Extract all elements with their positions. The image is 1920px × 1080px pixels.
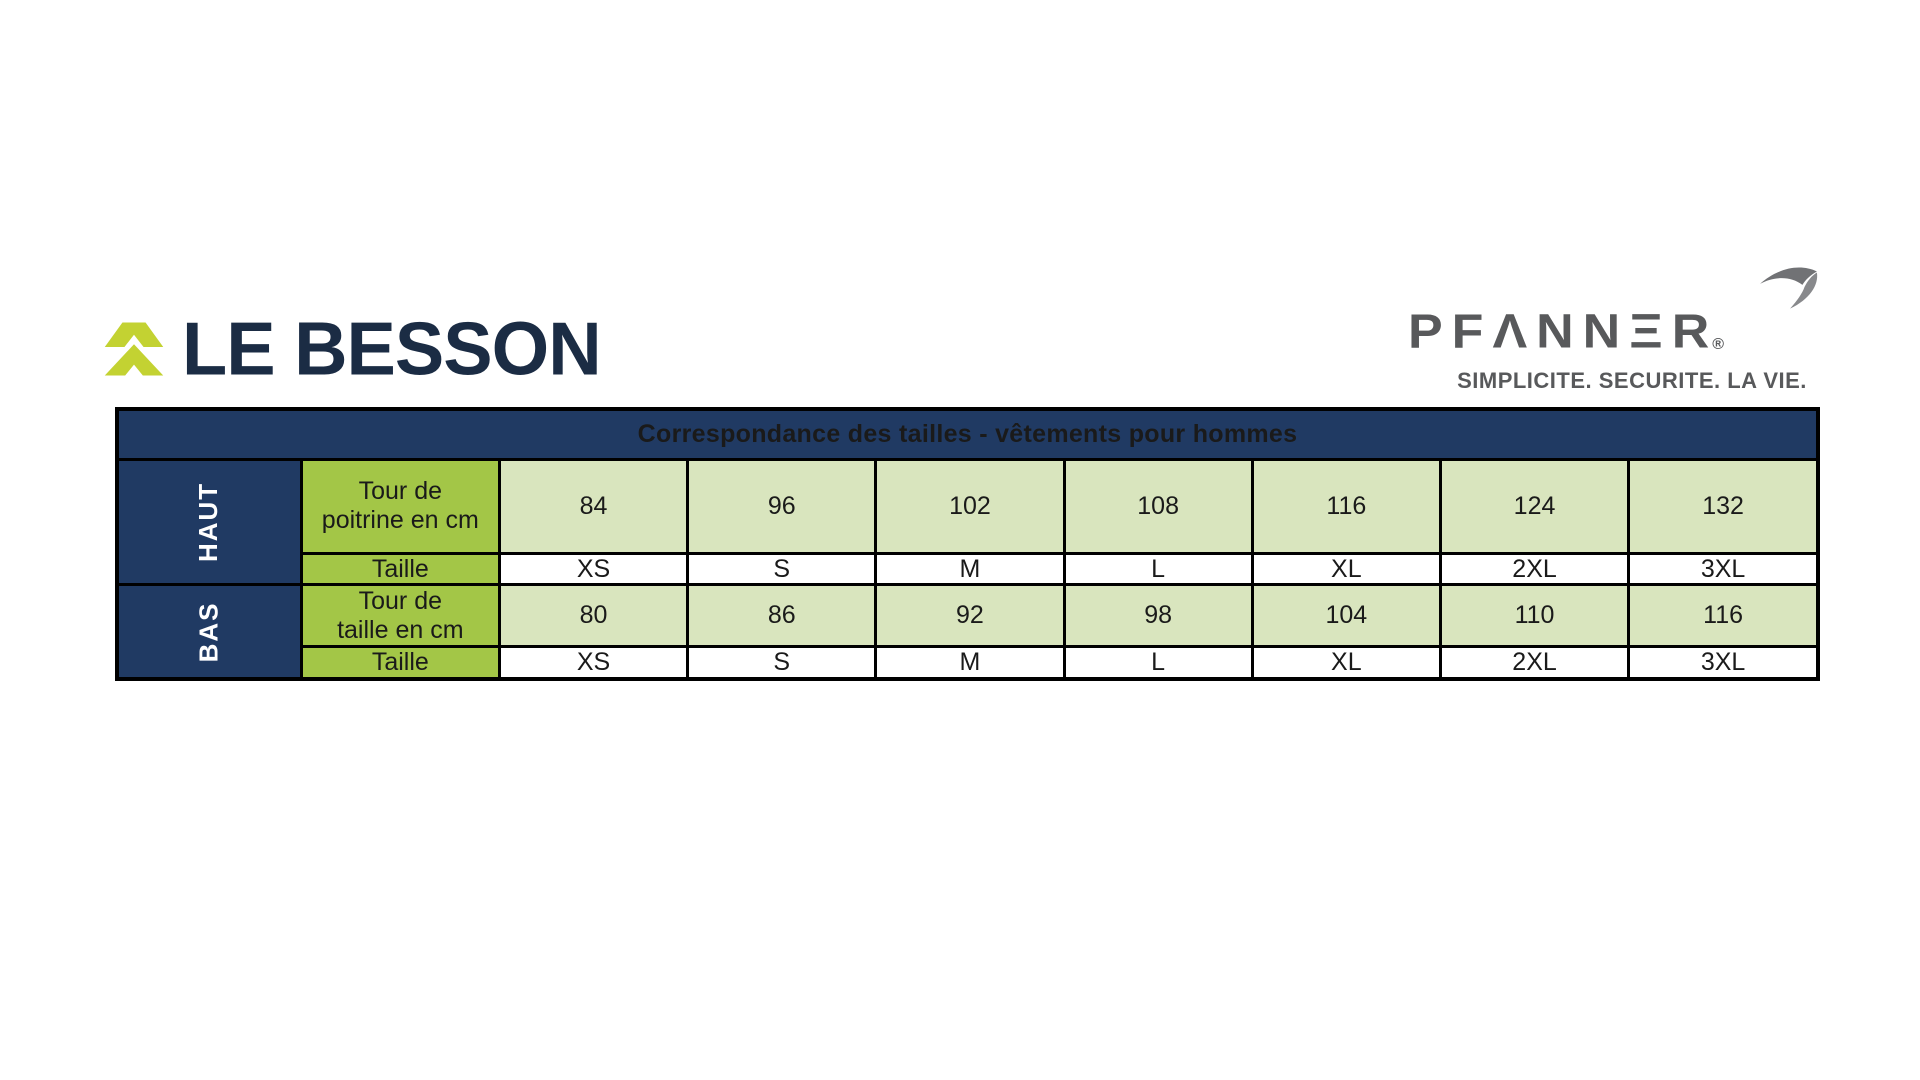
- size-value-cell: M: [874, 645, 1066, 681]
- measure-value-cell: 116: [1250, 457, 1442, 555]
- pfanner-registered-mark: ®: [1712, 335, 1725, 353]
- measure-value-cell: 132: [1627, 457, 1820, 555]
- size-table: Correspondance des tailles - vêtements p…: [115, 407, 1820, 681]
- measure-value-cell: 116: [1627, 583, 1820, 649]
- measure-value-cell: 92: [874, 583, 1066, 649]
- size-value-cell: M: [874, 551, 1066, 587]
- size-value-cell: 2XL: [1438, 645, 1631, 681]
- measure-label-bas: Tour de taille en cm: [299, 583, 501, 649]
- measure-value-cell: 80: [497, 583, 690, 649]
- measure-value-cell: 110: [1438, 583, 1631, 649]
- measure-value-cell: 86: [686, 583, 878, 649]
- size-value-cell: L: [1062, 551, 1254, 587]
- size-value-cell: 3XL: [1627, 551, 1820, 587]
- size-value-cell: L: [1062, 645, 1254, 681]
- measure-label-haut: Tour de poitrine en cm: [299, 457, 501, 555]
- size-value-cell: XL: [1250, 645, 1442, 681]
- pfanner-wordmark: PFΛNNΞR: [1408, 305, 1719, 359]
- size-value-cell: 2XL: [1438, 551, 1631, 587]
- pfanner-swoosh-icon: [1760, 267, 1818, 309]
- pfanner-logo: PFΛNNΞR ® SIMPLICITE. SECURITE. LA VIE.: [1408, 267, 1828, 394]
- size-value-cell: 3XL: [1627, 645, 1820, 681]
- group-label-bas: BAS: [193, 601, 224, 663]
- measure-value-cell: 96: [686, 457, 878, 555]
- measure-value-cell: 108: [1062, 457, 1254, 555]
- lebesson-chevrons-icon: [104, 322, 164, 376]
- pfanner-tagline: SIMPLICITE. SECURITE. LA VIE.: [1457, 368, 1807, 393]
- measure-value-cell: 102: [874, 457, 1066, 555]
- size-label-haut: Taille: [299, 551, 501, 587]
- group-label-haut: HAUT: [193, 481, 224, 562]
- lebesson-wordmark: LE BESSON: [182, 306, 602, 391]
- size-value-cell: XL: [1250, 551, 1442, 587]
- pfanner-wordmark-row: PFΛNNΞR ®: [1408, 267, 1828, 359]
- group-cell-haut: HAUT: [115, 457, 303, 587]
- size-value-cell: XS: [497, 551, 690, 587]
- measure-value-cell: 124: [1438, 457, 1631, 555]
- lebesson-logo: LE BESSON: [100, 306, 602, 391]
- size-value-cell: S: [686, 645, 878, 681]
- size-value-cell: XS: [497, 645, 690, 681]
- table-title: Correspondance des tailles - vêtements p…: [115, 407, 1820, 461]
- size-label-bas: Taille: [299, 645, 501, 681]
- measure-value-cell: 104: [1250, 583, 1442, 649]
- measure-value-cell: 98: [1062, 583, 1254, 649]
- measure-value-cell: 84: [497, 457, 690, 555]
- group-cell-bas: BAS: [115, 583, 303, 681]
- size-value-cell: S: [686, 551, 878, 587]
